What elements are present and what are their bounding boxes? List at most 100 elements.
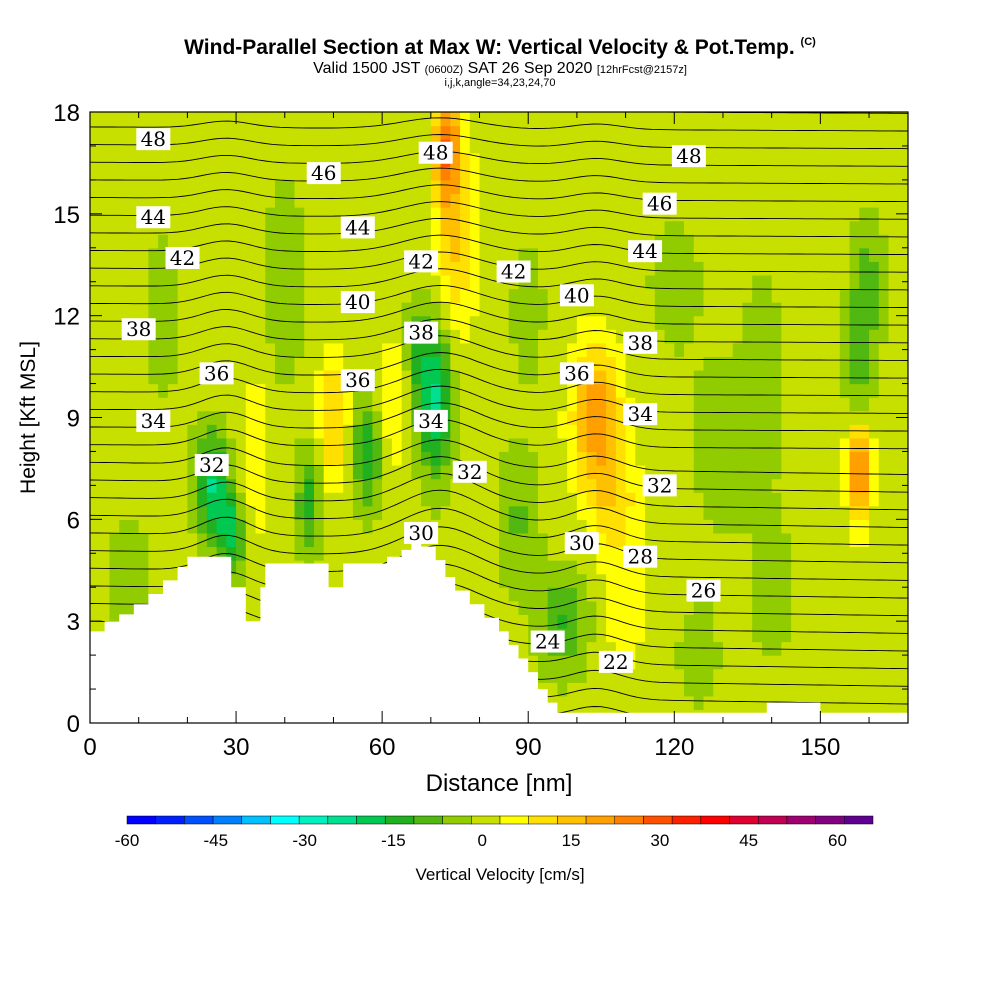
contour-label: 44 <box>136 205 171 229</box>
svg-text:32: 32 <box>199 453 224 477</box>
colorbar-swatch <box>643 815 673 825</box>
contour-label: 38 <box>623 331 658 355</box>
colorbar-tick-label: -45 <box>204 831 229 850</box>
colorbar-tick-label: 60 <box>828 831 847 850</box>
svg-text:22: 22 <box>603 650 628 674</box>
svg-text:24: 24 <box>535 630 560 654</box>
colorbar-swatch <box>384 815 415 825</box>
contour-label: 36 <box>340 368 375 392</box>
colorbar-swatch <box>241 815 271 825</box>
colorbar-tick-label: 15 <box>562 831 581 850</box>
svg-text:34: 34 <box>627 402 652 426</box>
contour-label: 30 <box>404 521 439 545</box>
terrain-mask <box>90 536 908 723</box>
colorbar-swatch <box>126 815 156 825</box>
chart-title: Wind-Parallel Section at Max W: Vertical… <box>184 36 816 59</box>
colorbar-swatch <box>499 815 529 825</box>
svg-text:42: 42 <box>408 249 433 273</box>
contour-label: 46 <box>642 192 677 216</box>
colorbar-tick-label: 45 <box>739 831 758 850</box>
colorbar-swatch <box>585 815 616 825</box>
x-tick-label: 30 <box>223 734 250 761</box>
svg-text:40: 40 <box>564 283 589 307</box>
colorbar-swatch <box>184 815 214 825</box>
colorbar-swatch <box>327 815 357 825</box>
colorbar-tick-label: 0 <box>478 831 487 850</box>
y-tick-label: 18 <box>53 100 80 127</box>
contour-label: 42 <box>404 249 439 273</box>
contour-label: 36 <box>559 361 594 385</box>
x-tick-label: 150 <box>800 734 840 761</box>
chart-subtitle: Valid 1500 JST (0600Z) SAT 26 Sep 2020 [… <box>313 60 687 77</box>
svg-text:40: 40 <box>345 290 370 314</box>
contour-label: 48 <box>671 144 706 168</box>
contour-label: 32 <box>194 453 229 477</box>
svg-text:34: 34 <box>418 409 443 433</box>
svg-text:48: 48 <box>676 144 701 168</box>
x-tick-label: 120 <box>654 734 694 761</box>
svg-text:42: 42 <box>170 246 195 270</box>
colorbar-swatch <box>557 815 587 825</box>
svg-text:30: 30 <box>569 531 594 555</box>
svg-text:44: 44 <box>632 239 657 263</box>
contour-label: 40 <box>559 283 594 307</box>
colorbar-swatch <box>844 815 874 825</box>
y-tick-label: 6 <box>67 507 80 534</box>
y-tick-label: 12 <box>53 304 80 331</box>
colorbar-swatch <box>155 815 185 825</box>
contour-label: 32 <box>642 473 677 497</box>
colorbar-label: Vertical Velocity [cm/s] <box>415 865 584 884</box>
colorbar-swatch <box>786 815 816 825</box>
contour-label: 44 <box>628 239 663 263</box>
colorbar-tick-label: 30 <box>650 831 669 850</box>
colorbar-swatch <box>614 815 644 825</box>
contour-label: 38 <box>121 317 156 341</box>
x-tick-label: 90 <box>515 734 542 761</box>
y-tick-label: 9 <box>67 406 80 433</box>
svg-text:32: 32 <box>647 473 672 497</box>
svg-text:48: 48 <box>141 127 166 151</box>
colorbar-swatch <box>298 815 329 825</box>
y-axis-label: Height [Kft MSL] <box>17 341 40 494</box>
y-tick-label: 3 <box>67 609 80 636</box>
x-tick-label: 60 <box>369 734 396 761</box>
x-axis-label: Distance [nm] <box>426 770 573 797</box>
contour-label: 24 <box>530 630 565 654</box>
contour-label: 48 <box>136 127 171 151</box>
colorbar-swatch <box>757 815 788 825</box>
colorbar: -60 -45 -30 -15 0 15 30 45 60 Vertical Velocity [… <box>115 815 874 884</box>
svg-text:44: 44 <box>345 215 370 239</box>
contour-label: 36 <box>199 361 234 385</box>
y-tick-label: 0 <box>67 711 80 738</box>
colorbar-tick-label: -15 <box>381 831 406 850</box>
contour-label: 42 <box>496 260 531 284</box>
contour-label: 34 <box>413 409 448 433</box>
colorbar-swatch <box>270 815 300 825</box>
svg-text:38: 38 <box>126 317 151 341</box>
svg-text:36: 36 <box>345 368 370 392</box>
colorbar-swatch <box>471 815 501 825</box>
colorbar-swatch <box>442 815 472 825</box>
svg-text:38: 38 <box>408 321 433 345</box>
contour-label: 34 <box>623 402 658 426</box>
colorbar-swatch <box>413 815 443 825</box>
svg-text:26: 26 <box>691 579 716 603</box>
y-tick-label: 15 <box>53 202 80 229</box>
contour-label: 38 <box>404 321 439 345</box>
contour-label: 44 <box>340 215 375 239</box>
svg-text:46: 46 <box>311 161 336 185</box>
contour-label: 42 <box>165 246 200 270</box>
contour-label: 48 <box>418 141 453 165</box>
colorbar-tick-label: -30 <box>292 831 317 850</box>
colorbar-tick-label: -60 <box>115 831 140 850</box>
svg-text:34: 34 <box>141 409 166 433</box>
colorbar-swatch <box>700 815 730 825</box>
contour-label: 34 <box>136 409 171 433</box>
contour-label: 22 <box>598 650 633 674</box>
svg-text:28: 28 <box>627 545 652 569</box>
colorbar-swatch <box>671 815 702 825</box>
svg-text:42: 42 <box>501 260 526 284</box>
colorbar-swatch <box>212 815 243 825</box>
contour-label: 40 <box>340 290 375 314</box>
